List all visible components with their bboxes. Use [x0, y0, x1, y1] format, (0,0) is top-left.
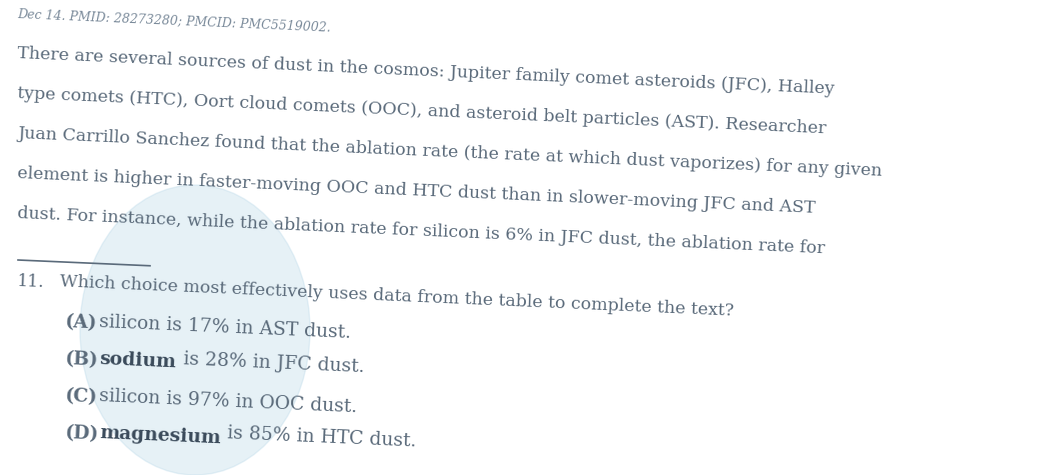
- Text: (D): (D): [65, 424, 99, 444]
- Text: is 85% in HTC dust.: is 85% in HTC dust.: [222, 424, 417, 450]
- Text: silicon is 17% in AST dust.: silicon is 17% in AST dust.: [100, 313, 352, 342]
- Text: element is higher in faster-moving OOC and HTC dust than in slower-moving JFC an: element is higher in faster-moving OOC a…: [17, 165, 816, 217]
- Text: Dec 14. PMID: 28273280; PMCID: PMC5519002.: Dec 14. PMID: 28273280; PMCID: PMC551900…: [17, 7, 332, 34]
- Text: sodium: sodium: [100, 350, 177, 371]
- Ellipse shape: [80, 185, 310, 475]
- Text: is 28% in JFC dust.: is 28% in JFC dust.: [177, 350, 365, 376]
- Text: type comets (HTC), Oort cloud comets (OOC), and asteroid belt particles (AST). R: type comets (HTC), Oort cloud comets (OO…: [17, 85, 827, 137]
- Text: Which choice most effectively uses data from the table to complete the text?: Which choice most effectively uses data …: [54, 273, 735, 320]
- Text: (A): (A): [65, 313, 98, 332]
- Text: Juan Carrillo Sanchez found that the ablation rate (the rate at which dust vapor: Juan Carrillo Sanchez found that the abl…: [17, 125, 883, 180]
- Text: magnesium: magnesium: [100, 424, 222, 447]
- Text: dust. For instance, while the ablation rate for silicon is 6% in JFC dust, the a: dust. For instance, while the ablation r…: [17, 205, 826, 257]
- Text: silicon is 97% in OOC dust.: silicon is 97% in OOC dust.: [100, 387, 358, 416]
- Text: 11.: 11.: [17, 273, 46, 291]
- Text: (C): (C): [65, 387, 98, 407]
- Text: (B): (B): [65, 350, 99, 370]
- Text: There are several sources of dust in the cosmos: Jupiter family comet asteroids : There are several sources of dust in the…: [17, 45, 835, 98]
